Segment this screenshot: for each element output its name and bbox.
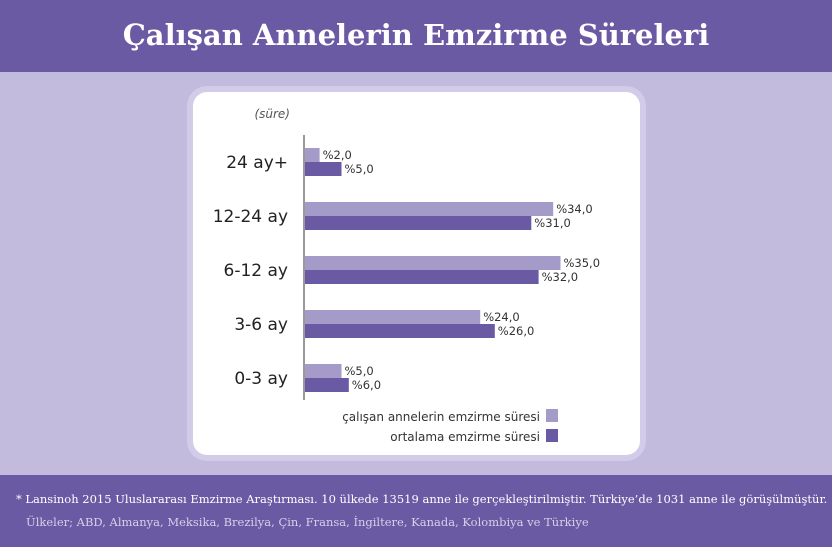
data-label: %2,0 <box>323 148 352 162</box>
category-label: 0-3 ay <box>234 369 288 389</box>
category-label: 3-6 ay <box>234 315 288 335</box>
legend-label: ortalama emzirme süresi <box>390 430 540 444</box>
footnote-countries: Ülkeler; ABD, Almanya, Meksika, Brezilya… <box>26 515 589 529</box>
bar-average <box>305 378 349 392</box>
bar-average <box>305 324 495 338</box>
legend-swatch <box>546 429 558 442</box>
data-label: %24,0 <box>483 310 520 324</box>
footnote-source: * Lansinoh 2015 Uluslararası Emzirme Ara… <box>16 492 828 506</box>
category-label: 12-24 ay <box>213 207 288 227</box>
bar-average <box>305 270 539 284</box>
data-label: %5,0 <box>345 162 374 176</box>
page-title: Çalışan Annelerin Emzirme Süreleri <box>0 0 832 72</box>
bar-working-mothers <box>305 256 561 270</box>
data-label: %6,0 <box>352 378 381 392</box>
footer: * Lansinoh 2015 Uluslararası Emzirme Ara… <box>0 475 832 547</box>
data-label: %26,0 <box>498 324 535 338</box>
bar-working-mothers <box>305 148 320 162</box>
data-label: %32,0 <box>542 270 579 284</box>
category-label: 6-12 ay <box>224 261 288 281</box>
data-label: %31,0 <box>534 216 571 230</box>
data-label: %35,0 <box>564 256 601 270</box>
bar-working-mothers <box>305 310 481 324</box>
bar-working-mothers <box>305 202 554 216</box>
bar-average <box>305 216 532 230</box>
bar-average <box>305 162 342 176</box>
category-label: 24 ay+ <box>226 153 288 173</box>
data-label: %5,0 <box>345 364 374 378</box>
bar-working-mothers <box>305 364 342 378</box>
legend-swatch <box>546 409 558 422</box>
y-axis-label: (süre) <box>254 107 290 121</box>
legend-label: çalışan annelerin emzirme süresi <box>342 410 540 424</box>
data-label: %34,0 <box>556 202 593 216</box>
